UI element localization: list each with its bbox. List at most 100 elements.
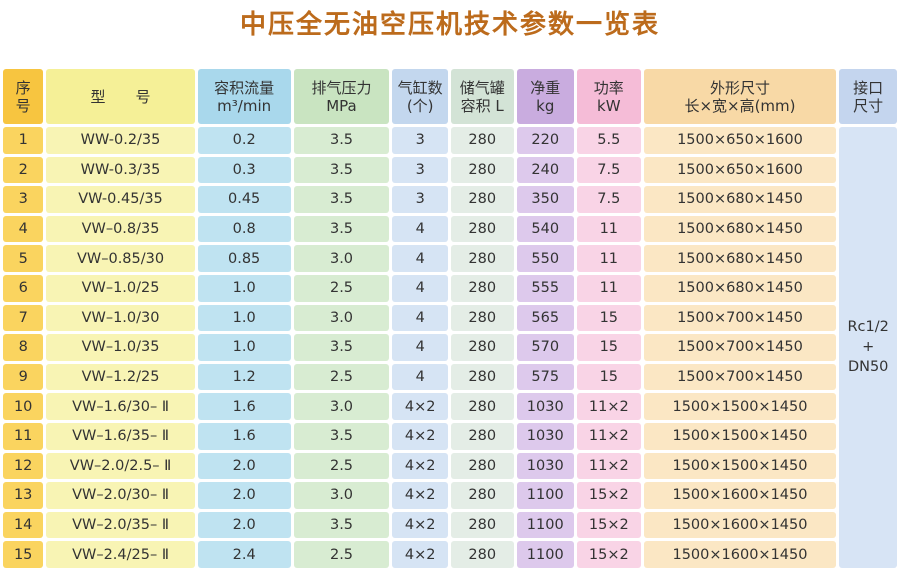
cell-power: 7.5 [577,156,641,184]
cell-flow: 1.0 [197,304,291,332]
cell-pressure: 3.5 [293,215,390,243]
cell-tank: 280 [450,186,514,213]
cell-cylinders: 4×2 [392,511,448,539]
cell-power: 15×2 [577,482,641,509]
cell-flow: 1.2 [197,363,291,391]
cell-flow: 0.8 [197,215,291,243]
header-flow: 容积流量 m³/min [197,69,291,124]
header-pressure: 排气压力 MPa [293,69,390,124]
header-tank: 储气罐 容积 L [450,69,514,124]
cell-model: VW–2.0/35– Ⅱ [46,511,195,539]
cell-dimensions: 1500×680×1450 [643,274,837,302]
cell-dimensions: 1500×700×1450 [643,334,837,361]
cell-cylinders: 4 [392,334,448,361]
port-size-line: DN50 [847,359,889,376]
cell-power: 15×2 [577,511,641,539]
cell-tank: 280 [450,334,514,361]
cell-weight: 1030 [516,422,575,450]
cell-weight: 570 [516,334,575,361]
cell-model: WW-0.2/35 [46,127,195,154]
header-weight: 净重 kg [516,69,575,124]
cell-cylinders: 4 [392,363,448,391]
cell-seq: 11 [3,422,44,450]
cell-seq: 6 [3,274,44,302]
cell-pressure: 3.5 [293,186,390,213]
cell-weight: 1100 [516,511,575,539]
table-row: 3 VW-0.45/35 0.45 3.5 3 280 350 7.5 1500×680×145… [3,186,897,213]
cell-tank: 280 [450,274,514,302]
cell-cylinders: 4 [392,274,448,302]
header-seq: 序号 [3,69,44,124]
cell-seq: 8 [3,334,44,361]
cell-pressure: 3.5 [293,334,390,361]
header-port: 接口 尺寸 [839,69,897,124]
cell-flow: 1.0 [197,274,291,302]
table-row: 12 VW–2.0/2.5– Ⅱ 2.0 2.5 4×2 280 1030 11×2 1500×… [3,452,897,480]
cell-weight: 240 [516,156,575,184]
table-row: 4 VW–0.8/35 0.8 3.5 4 280 540 11 1500×680×1450 [3,215,897,243]
cell-power: 11 [577,215,641,243]
cell-model: VW–0.8/35 [46,215,195,243]
cell-model: VW–1.0/30 [46,304,195,332]
cell-model: VW–2.4/25– Ⅱ [46,541,195,568]
table-row: 10 VW–1.6/30– Ⅱ 1.6 3.0 4×2 280 1030 11×2 1500×1… [3,393,897,420]
header-power: 功率 kW [577,69,641,124]
table-row: 13 VW–2.0/30– Ⅱ 2.0 3.0 4×2 280 1100 15×2 1500×1… [3,482,897,509]
cell-flow: 0.3 [197,156,291,184]
cell-tank: 280 [450,215,514,243]
cell-weight: 1100 [516,541,575,568]
cell-dimensions: 1500×680×1450 [643,215,837,243]
cell-pressure: 3.5 [293,422,390,450]
cell-pressure: 3.5 [293,511,390,539]
cell-pressure: 2.5 [293,363,390,391]
cell-model: VW–1.6/35– Ⅱ [46,422,195,450]
cell-weight: 550 [516,245,575,272]
cell-power: 11 [577,245,641,272]
cell-tank: 280 [450,422,514,450]
cell-model: VW–1.0/35 [46,334,195,361]
cell-dimensions: 1500×1600×1450 [643,482,837,509]
cell-weight: 1100 [516,482,575,509]
cell-tank: 280 [450,245,514,272]
header-dimensions: 外形尺寸 长×宽×高(mm) [643,69,837,124]
cell-cylinders: 4 [392,245,448,272]
cell-flow: 2.0 [197,511,291,539]
cell-tank: 280 [450,304,514,332]
cell-cylinders: 4×2 [392,452,448,480]
table-row: 6 VW–1.0/25 1.0 2.5 4 280 555 11 1500×680×1450 [3,274,897,302]
table-row: 1 WW-0.2/35 0.2 3.5 3 280 220 5.5 1500×650×1600 R… [3,127,897,568]
cell-weight: 1030 [516,393,575,420]
cell-seq: 12 [3,452,44,480]
cell-dimensions: 1500×1500×1450 [643,393,837,420]
cell-power: 11 [577,274,641,302]
cell-dimensions: 1500×1500×1450 [643,452,837,480]
cell-model: WW-0.3/35 [46,156,195,184]
cell-flow: 0.2 [197,127,291,154]
cell-cylinders: 3 [392,156,448,184]
cell-pressure: 3.0 [293,482,390,509]
cell-dimensions: 1500×1500×1450 [643,422,837,450]
port-size-line: Rc1/2 [847,319,889,336]
table-row: 7 VW–1.0/30 1.0 3.0 4 280 565 15 1500×700×1450 [3,304,897,332]
cell-cylinders: 3 [392,127,448,154]
cell-seq: 5 [3,245,44,272]
cell-flow: 2.4 [197,541,291,568]
cell-seq: 1 [3,127,44,154]
cell-power: 5.5 [577,127,641,154]
page-title: 中压全无油空压机技术参数一览表 [239,10,660,40]
cell-tank: 280 [450,156,514,184]
table-row: 5 VW–0.85/30 0.85 3.0 4 280 550 11 1500×680×1450 [3,245,897,272]
cell-model: VW–1.0/25 [46,274,195,302]
cell-model: VW-0.45/35 [46,186,195,213]
cell-flow: 2.0 [197,482,291,509]
table-row: 15 VW–2.4/25– Ⅱ 2.4 2.5 4×2 280 1100 15×2 1500×1… [3,541,897,568]
cell-tank: 280 [450,541,514,568]
cell-weight: 220 [516,127,575,154]
cell-model: VW–1.2/25 [46,363,195,391]
cell-flow: 1.0 [197,334,291,361]
cell-cylinders: 4×2 [392,393,448,420]
table-body: 1 WW-0.2/35 0.2 3.5 3 280 220 5.5 1500×650×1600 R… [3,127,897,568]
cell-power: 15 [577,304,641,332]
cell-seq: 9 [3,363,44,391]
cell-flow: 1.6 [197,422,291,450]
